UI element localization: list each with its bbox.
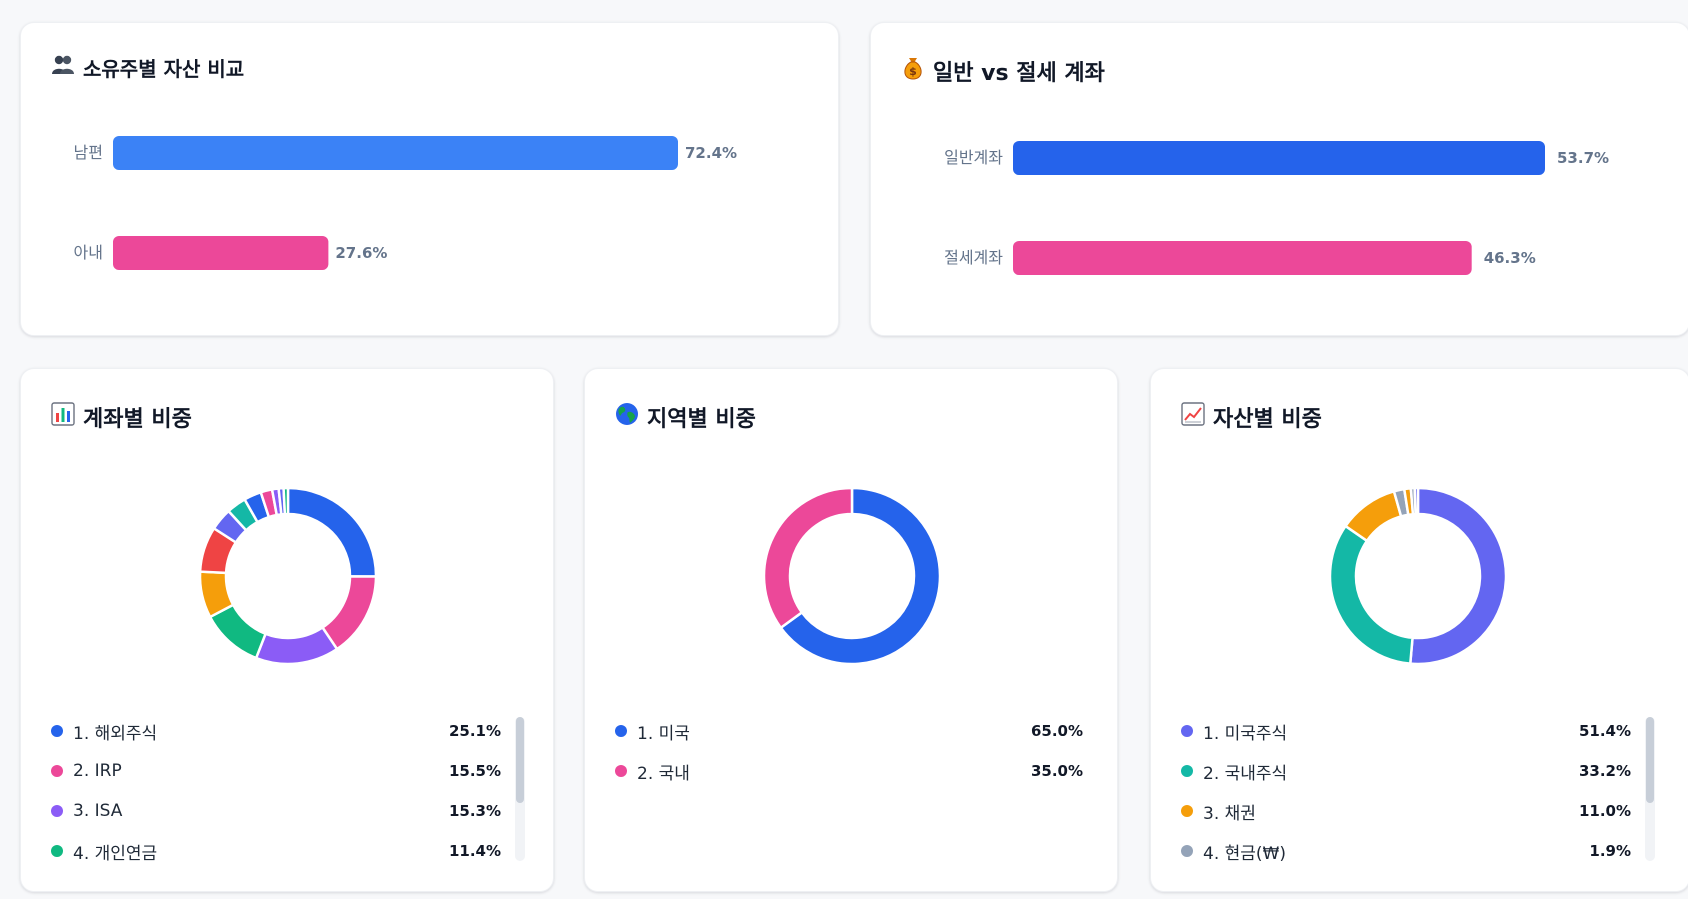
legend-item[interactable]: 3. 채권 11.0%: [1181, 791, 1653, 831]
legend-dot: [1181, 725, 1193, 737]
region-donut-chart: [762, 486, 942, 666]
legend-percent: 11.0%: [1578, 802, 1631, 820]
owner-card-title: 소유주별 자산 비교: [51, 53, 244, 82]
legend-item[interactable]: 4. 개인연금 11.4%: [51, 831, 523, 871]
legend-dot: [51, 765, 63, 777]
legend-label: 4. 개인연금: [73, 843, 158, 864]
region-card-title-text: 지역별 비중: [647, 407, 756, 432]
bar-value-label: 46.3%: [1484, 249, 1536, 267]
legend-dot: [1181, 845, 1193, 857]
tax-card-title-text: 일반 vs 절세 계좌: [933, 61, 1105, 86]
donut-slice[interactable]: [254, 625, 339, 666]
legend-label: 2. 국내주식: [1203, 763, 1288, 784]
account-legend[interactable]: 1. 해외주식 25.1% 2. IRP 15.5% 3. ISA 15.3% 4. 개인연…: [51, 711, 523, 871]
legend-item[interactable]: 1. 미국 65.0%: [615, 711, 1091, 751]
owner-card-title-text: 소유주별 자산 비교: [83, 57, 245, 81]
donut-slice[interactable]: [1328, 524, 1414, 666]
donut-slice[interactable]: [762, 486, 854, 630]
tax-account-card: $ 일반 vs 절세 계좌 일반계좌 53.7% 절세계좌 46.3%: [870, 22, 1688, 336]
account-card-title-text: 계좌별 비중: [83, 407, 192, 432]
account-legend-scrollbar[interactable]: [515, 717, 525, 861]
globe-icon: [615, 402, 639, 432]
bar[interactable]: [113, 136, 678, 170]
bar-category-label: 남편: [74, 143, 103, 162]
donut-slice[interactable]: [1408, 486, 1508, 666]
legend-percent: 35.0%: [1030, 762, 1083, 780]
asset-share-card: 자산별 비중 1. 미국주식 51.4% 2. 국내주식 33.2% 3. 채권 11.0…: [1150, 368, 1688, 892]
asset-card-title: 자산별 비중: [1181, 401, 1322, 433]
asset-donut-chart: [1328, 486, 1508, 666]
legend-percent: 15.5%: [448, 762, 501, 780]
legend-label: 1. 미국: [637, 723, 690, 744]
donut-slice[interactable]: [1413, 486, 1420, 516]
legend-item[interactable]: 2. 국내 35.0%: [615, 751, 1091, 791]
bar-chart-icon: [51, 402, 75, 432]
account-donut-chart: [198, 486, 378, 666]
legend-label: 1. 해외주식: [73, 723, 158, 744]
legend-item[interactable]: 3. ISA 15.3%: [51, 791, 523, 831]
region-card-title: 지역별 비중: [615, 401, 756, 433]
bar-category-label: 아내: [74, 243, 103, 262]
donut-slice[interactable]: [779, 486, 942, 666]
owner-bar-chart: 남편 72.4% 아내 27.6%: [74, 136, 737, 270]
legend-percent: 65.0%: [1030, 722, 1083, 740]
legend-dot: [615, 725, 627, 737]
region-legend[interactable]: 1. 미국 65.0% 2. 국내 35.0%: [615, 711, 1091, 871]
asset-legend[interactable]: 1. 미국주식 51.4% 2. 국내주식 33.2% 3. 채권 11.0% 4. 현금(…: [1181, 711, 1653, 871]
money-bag-icon: $: [901, 55, 925, 87]
bar[interactable]: [113, 236, 329, 270]
legend-label: 4. 현금(₩): [1203, 843, 1286, 864]
legend-percent: 25.1%: [448, 722, 501, 740]
account-card-title: 계좌별 비중: [51, 401, 192, 433]
bar[interactable]: [1013, 241, 1472, 275]
legend-label: 2. IRP: [73, 761, 122, 781]
owner-card: 소유주별 자산 비교 남편 72.4% 아내 27.6%: [20, 22, 839, 336]
bar[interactable]: [1013, 141, 1545, 175]
legend-percent: 51.4%: [1578, 722, 1631, 740]
legend-percent: 15.3%: [448, 802, 501, 820]
legend-label: 2. 국내: [637, 763, 690, 784]
legend-label: 3. ISA: [73, 801, 123, 821]
legend-label: 3. 채권: [1203, 803, 1256, 824]
legend-dot: [51, 805, 63, 817]
legend-label: 1. 미국주식: [1203, 723, 1288, 744]
donut-slice[interactable]: [282, 486, 290, 516]
bar-category-label: 절세계좌: [944, 248, 1003, 267]
legend-dot: [1181, 765, 1193, 777]
tax-bar-chart: 일반계좌 53.7% 절세계좌 46.3%: [944, 141, 1609, 275]
legend-item[interactable]: 2. IRP 15.5%: [51, 751, 523, 791]
people-icon: [51, 54, 75, 81]
bar-category-label: 일반계좌: [944, 148, 1003, 167]
legend-dot: [51, 725, 63, 737]
bar-value-label: 72.4%: [685, 144, 737, 162]
trend-chart-icon: [1181, 402, 1205, 432]
donut-slice[interactable]: [286, 486, 378, 578]
legend-dot: [1181, 805, 1193, 817]
asset-legend-scrollbar[interactable]: [1645, 717, 1655, 861]
asset-legend-scroll-thumb[interactable]: [1646, 717, 1654, 804]
legend-item[interactable]: 1. 해외주식 25.1%: [51, 711, 523, 751]
tax-card-title: $ 일반 vs 절세 계좌: [901, 55, 1105, 87]
legend-item[interactable]: 4. 현금(₩) 1.9%: [1181, 831, 1653, 871]
bar-value-label: 53.7%: [1557, 149, 1609, 167]
account-share-card: 계좌별 비중 1. 해외주식 25.1% 2. IRP 15.5% 3. ISA 15.3…: [20, 368, 554, 892]
legend-percent: 1.9%: [1589, 842, 1631, 860]
region-share-card: 지역별 비중 1. 미국 65.0% 2. 국내 35.0%: [584, 368, 1118, 892]
legend-item[interactable]: 2. 국내주식 33.2%: [1181, 751, 1653, 791]
legend-dot: [51, 845, 63, 857]
legend-dot: [615, 765, 627, 777]
bar-value-label: 27.6%: [335, 244, 387, 262]
legend-percent: 11.4%: [448, 842, 501, 860]
legend-percent: 33.2%: [1578, 762, 1631, 780]
legend-item[interactable]: 1. 미국주식 51.4%: [1181, 711, 1653, 751]
asset-card-title-text: 자산별 비중: [1213, 407, 1322, 432]
svg-text:$: $: [909, 65, 917, 78]
account-legend-scroll-thumb[interactable]: [516, 717, 524, 804]
